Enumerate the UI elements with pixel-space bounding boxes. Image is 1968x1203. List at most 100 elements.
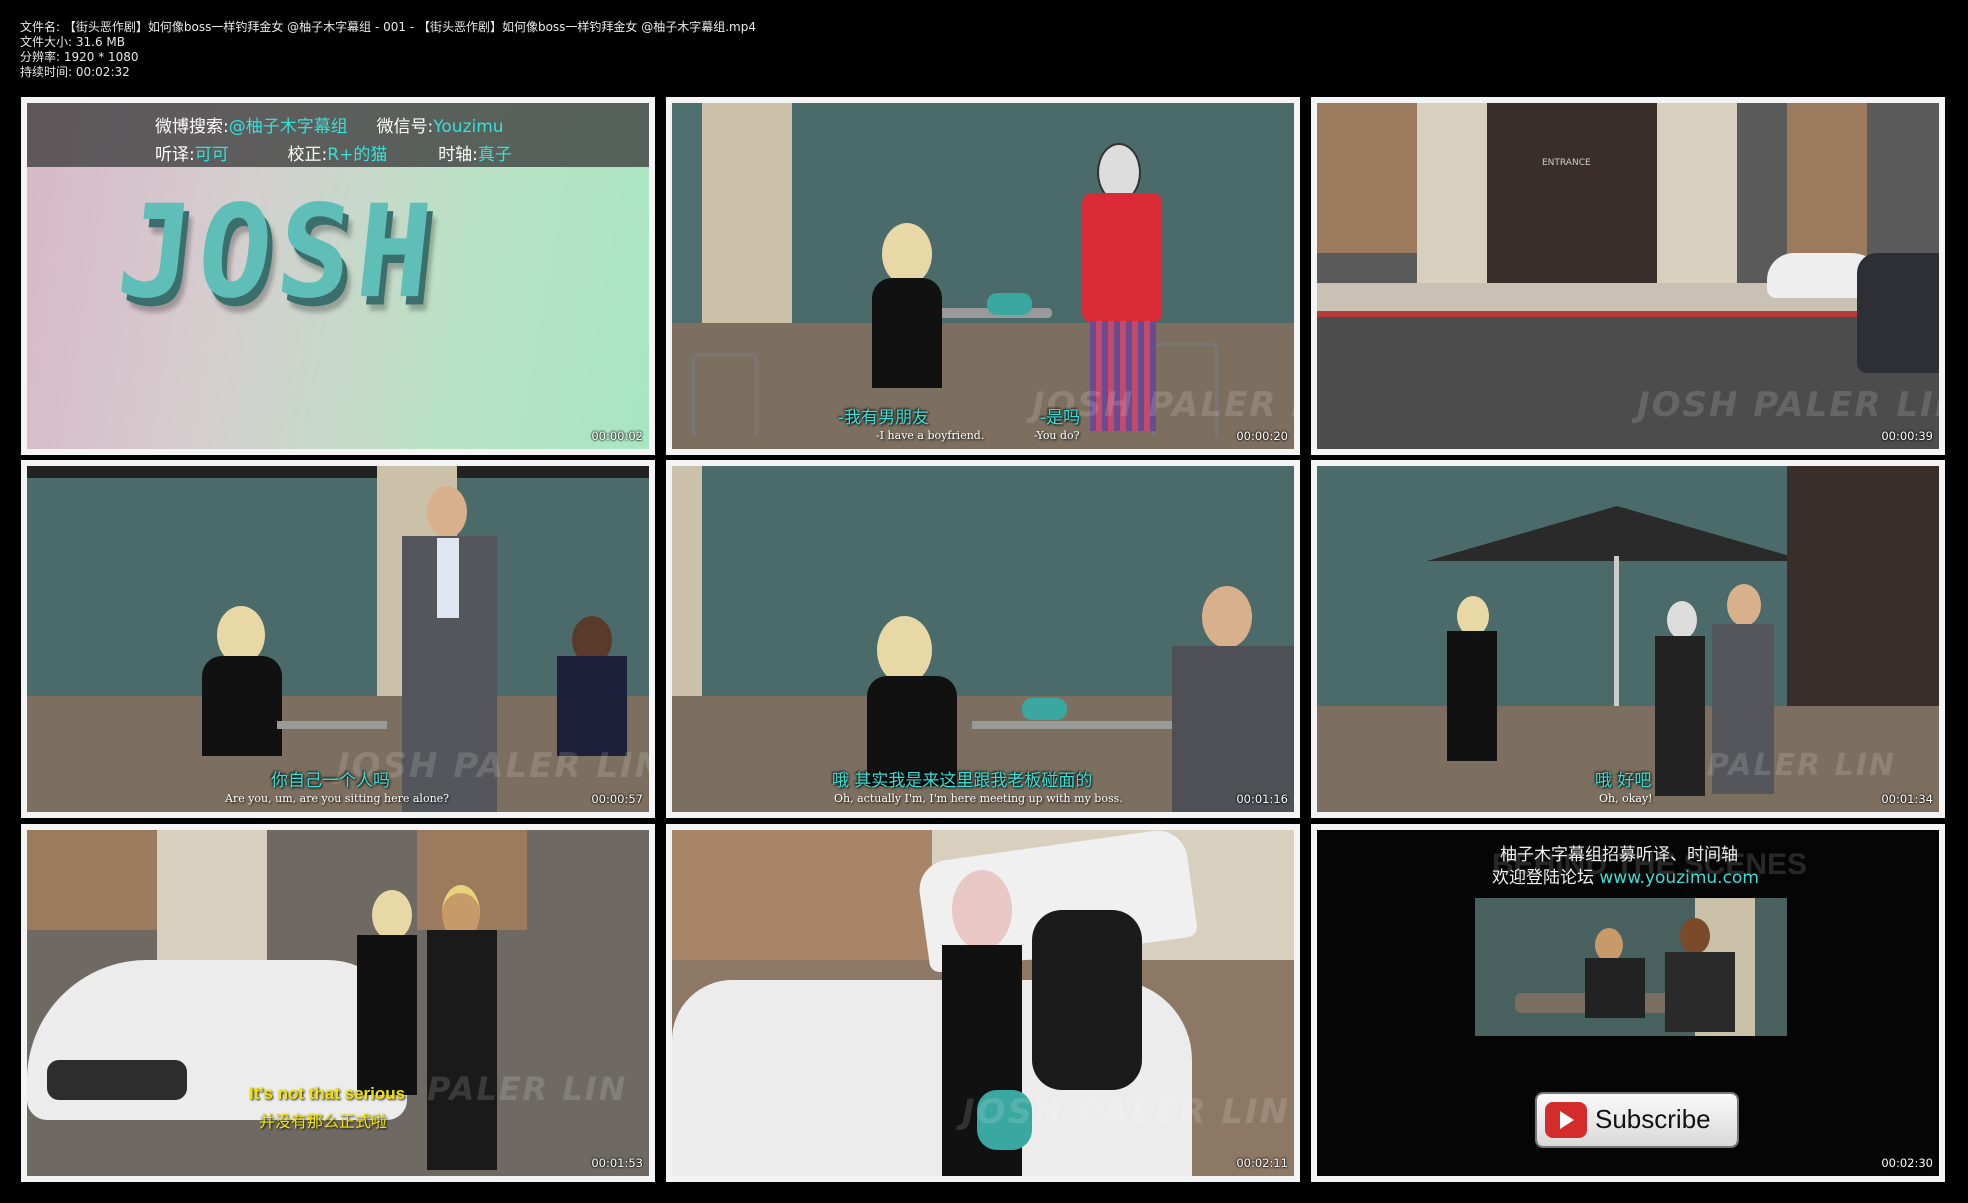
man-body <box>427 930 497 1170</box>
man-pants <box>1090 321 1156 431</box>
umbrella <box>1427 506 1807 561</box>
josh-logo: JOSH <box>111 177 445 327</box>
prankster-body <box>1655 636 1705 796</box>
credits-line-1: 微博搜索:@柚子木字幕组 微信号:Youzimu <box>155 117 504 137</box>
thumbnail-2[interactable]: JOSH PALER LIN -我有男朋友 -是吗 -I have a boyf… <box>666 97 1300 455</box>
intro-scene: 微博搜索:@柚子木字幕组 微信号:Youzimu 听译:可可 校正:R+的猫 时… <box>27 103 649 449</box>
subtitle-cn: 哦 其实我是来这里跟我老板碰面的 <box>832 771 1093 791</box>
thumbnail-6[interactable]: PALER LIN 哦 好吧 Oh, okay! 00:01:34 <box>1311 460 1945 818</box>
thumbnail-7[interactable]: PALER LIN It's not that serious 并没有那么正式啦… <box>21 824 655 1182</box>
bystander-head <box>1680 918 1710 954</box>
recruit-line-2: 欢迎登陆论坛 www.youzimu.com <box>1492 868 1759 888</box>
watermark: PALER LIN <box>1707 748 1896 783</box>
bystander-body <box>557 656 627 756</box>
timestamp: 00:02:11 <box>1236 1156 1288 1170</box>
watermark: JOSH PALER LIN <box>1637 385 1945 425</box>
outro-scene: BEHIND THE SCENES 柚子木字幕组招募听译、时间轴 欢迎登陆论坛 … <box>1317 830 1939 1176</box>
woman-body <box>867 676 957 786</box>
file-duration: 持续时间: 00:02:32 <box>20 65 130 79</box>
thumbnail-5[interactable]: 哦 其实我是来这里跟我老板碰面的 Oh, actually I'm, I'm h… <box>666 460 1300 818</box>
play-icon <box>1545 1102 1587 1138</box>
woman-body <box>202 656 282 756</box>
timestamp: 00:00:20 <box>1236 429 1288 443</box>
woman-head <box>217 606 265 664</box>
subtitle-cn-left: -我有男朋友 <box>838 408 930 428</box>
thumbnail-8[interactable]: JOSH PALER LIN 00:02:11 <box>666 824 1300 1182</box>
cafe-scene-umbrella <box>1317 466 1939 812</box>
timestamp: 00:00:57 <box>591 792 643 806</box>
entrance-sign: ENTRANCE <box>1542 158 1591 168</box>
table <box>277 721 387 729</box>
behind-the-scenes-text: BEHIND THE SCENES <box>1492 848 1808 881</box>
woman-head <box>877 616 932 684</box>
bystander-body <box>1585 958 1645 1018</box>
subscribe-label: Subscribe <box>1595 1104 1711 1134</box>
bystander-head <box>1595 928 1623 962</box>
umbrella <box>27 466 649 478</box>
credits-banner <box>27 103 649 167</box>
sequin-bag <box>977 1090 1032 1150</box>
subtitle-cn-right: -是吗 <box>1040 408 1081 428</box>
umbrella-pole <box>1614 556 1619 796</box>
man-head <box>1727 584 1761 626</box>
car-trunk-scene <box>672 830 1294 1176</box>
woman-body <box>872 278 942 388</box>
recruit-line-1: 柚子木字幕组招募听译、时间轴 <box>1500 845 1738 865</box>
subtitle-en: Oh, actually I'm, I'm here meeting up wi… <box>834 792 1123 805</box>
storefront <box>1487 103 1657 283</box>
woman-body <box>357 935 417 1095</box>
cafe-scene-suit-man <box>27 466 649 812</box>
wall-panel <box>792 103 1294 323</box>
thumbnail-1[interactable]: 微博搜索:@柚子木字幕组 微信号:Youzimu 听译:可可 校正:R+的猫 时… <box>21 97 655 455</box>
brick-wall <box>672 830 932 960</box>
car-scene <box>27 830 649 1176</box>
man-shirt <box>437 538 459 618</box>
thumbnail-9[interactable]: BEHIND THE SCENES 柚子木字幕组招募听译、时间轴 欢迎登陆论坛 … <box>1311 824 1945 1182</box>
brick-wall <box>1787 103 1867 263</box>
subtitle-cn: 你自己一个人吗 <box>271 771 390 791</box>
watermark: PALER LIN <box>427 1070 628 1108</box>
prankster-head <box>1667 601 1697 639</box>
timestamp: 00:00:39 <box>1881 429 1933 443</box>
watermark: JOSH PALER LIN <box>337 746 655 786</box>
table <box>972 721 1172 729</box>
storefront <box>1787 466 1939 706</box>
timestamp: 00:00:02 <box>591 429 643 443</box>
woman-head <box>372 890 412 940</box>
road <box>1317 317 1939 449</box>
ground <box>27 696 649 812</box>
subtitle-en: Are you, um, are you sitting here alone? <box>225 792 450 805</box>
subtitle-cn-yellow: 并没有那么正式啦 <box>259 1112 388 1131</box>
dark-car <box>1857 253 1939 373</box>
thumbnail-4[interactable]: JOSH PALER LIN 你自己一个人吗 Are you, um, are … <box>21 460 655 818</box>
watermark: JOSH PALER LIN <box>962 1092 1291 1132</box>
red-curb <box>1317 311 1939 317</box>
subscribe-button[interactable]: Subscribe <box>1537 1094 1737 1146</box>
forum-link[interactable]: www.youzimu.com <box>1599 868 1759 888</box>
cafe-scene-boyfriend <box>672 103 1294 449</box>
thumbnail-3[interactable]: ENTRANCE JOSH PALER LIN 00:00:39 <box>1311 97 1945 455</box>
man-head <box>1202 586 1252 648</box>
table <box>872 308 1052 318</box>
brick-wall <box>27 830 157 930</box>
woman-head <box>1457 596 1489 636</box>
man-head <box>427 486 467 538</box>
bystander-body <box>1665 952 1735 1032</box>
building-column <box>1417 103 1487 293</box>
subtitle-en: Oh, okay! <box>1599 792 1653 805</box>
file-name: 文件名: 【街头恶作剧】如何像boss一样钓拜金女 @柚子木字幕组 - 001 … <box>20 20 756 34</box>
building-column <box>1657 103 1737 283</box>
street-scene: ENTRANCE <box>1317 103 1939 449</box>
man-suit <box>1172 646 1294 812</box>
watermark: JOSH PALER LIN <box>1032 385 1294 425</box>
woman-body <box>1447 631 1497 761</box>
ground <box>1317 706 1939 812</box>
timestamp: 00:01:34 <box>1881 792 1933 806</box>
man-shirt <box>1082 193 1162 323</box>
credits-line-2: 听译:可可 校正:R+的猫 时轴:真子 <box>155 145 512 165</box>
woman-head <box>882 223 932 285</box>
file-resolution: 分辨率: 1920 * 1080 <box>20 50 139 64</box>
subtitle-en-left: -I have a boyfriend. <box>876 429 985 442</box>
car-grille <box>47 1060 187 1100</box>
timestamp: 00:01:16 <box>1236 792 1288 806</box>
